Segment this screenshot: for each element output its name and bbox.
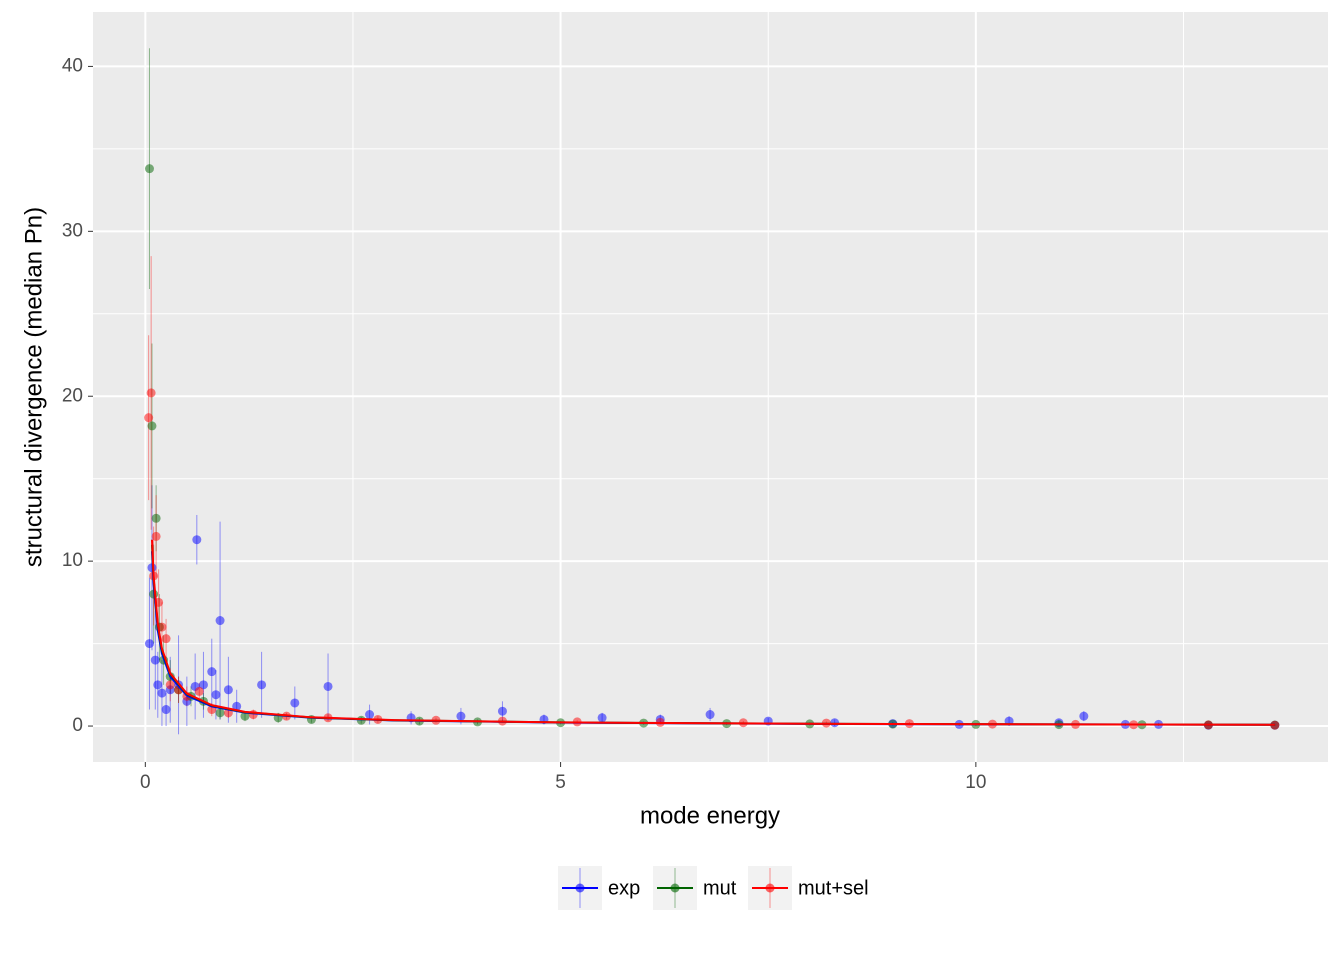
point bbox=[365, 710, 375, 720]
legend-point bbox=[575, 883, 585, 893]
point bbox=[1079, 711, 1089, 721]
y-tick-label: 0 bbox=[72, 715, 83, 736]
x-axis-title: mode energy bbox=[640, 802, 780, 829]
y-tick-label: 40 bbox=[62, 55, 83, 76]
y-tick-label: 10 bbox=[62, 550, 83, 571]
point bbox=[194, 686, 204, 696]
point bbox=[144, 413, 154, 423]
point bbox=[497, 706, 507, 716]
point bbox=[165, 680, 175, 690]
point bbox=[456, 711, 466, 721]
point bbox=[146, 388, 156, 398]
point bbox=[232, 701, 242, 711]
point bbox=[144, 639, 154, 649]
point bbox=[597, 713, 607, 723]
legend-item: mut+sel bbox=[748, 866, 869, 910]
point bbox=[207, 667, 217, 677]
point bbox=[705, 710, 715, 720]
point bbox=[830, 718, 840, 728]
point bbox=[157, 688, 167, 698]
point bbox=[144, 164, 154, 174]
point bbox=[151, 531, 161, 541]
point bbox=[192, 535, 202, 545]
point bbox=[215, 708, 225, 718]
point bbox=[240, 711, 250, 721]
point bbox=[323, 681, 333, 691]
legend-point bbox=[765, 883, 775, 893]
point bbox=[290, 698, 300, 708]
legend-item: exp bbox=[558, 866, 640, 910]
point bbox=[150, 655, 160, 665]
legend-label: mut+sel bbox=[798, 877, 869, 899]
point bbox=[151, 513, 161, 523]
point bbox=[1270, 720, 1280, 730]
point bbox=[153, 680, 163, 690]
x-tick-label: 10 bbox=[965, 772, 986, 793]
x-tick-label: 5 bbox=[555, 772, 566, 793]
fit-line bbox=[150, 539, 1275, 726]
y-tick-label: 30 bbox=[62, 220, 83, 241]
y-tick-label: 20 bbox=[62, 385, 83, 406]
panel bbox=[93, 12, 1328, 762]
point bbox=[161, 634, 171, 644]
y-axis-title: structural divergence (median Pn) bbox=[20, 207, 47, 567]
point bbox=[198, 680, 208, 690]
legend-label: mut bbox=[703, 877, 737, 899]
point bbox=[223, 685, 233, 695]
point bbox=[257, 680, 267, 690]
point bbox=[211, 690, 221, 700]
legend-point bbox=[670, 883, 680, 893]
point bbox=[161, 705, 171, 715]
x-tick-label: 0 bbox=[140, 772, 151, 793]
legend-label: exp bbox=[608, 877, 640, 899]
point bbox=[215, 616, 225, 626]
legend-item: mut bbox=[653, 866, 737, 910]
point bbox=[147, 421, 157, 431]
